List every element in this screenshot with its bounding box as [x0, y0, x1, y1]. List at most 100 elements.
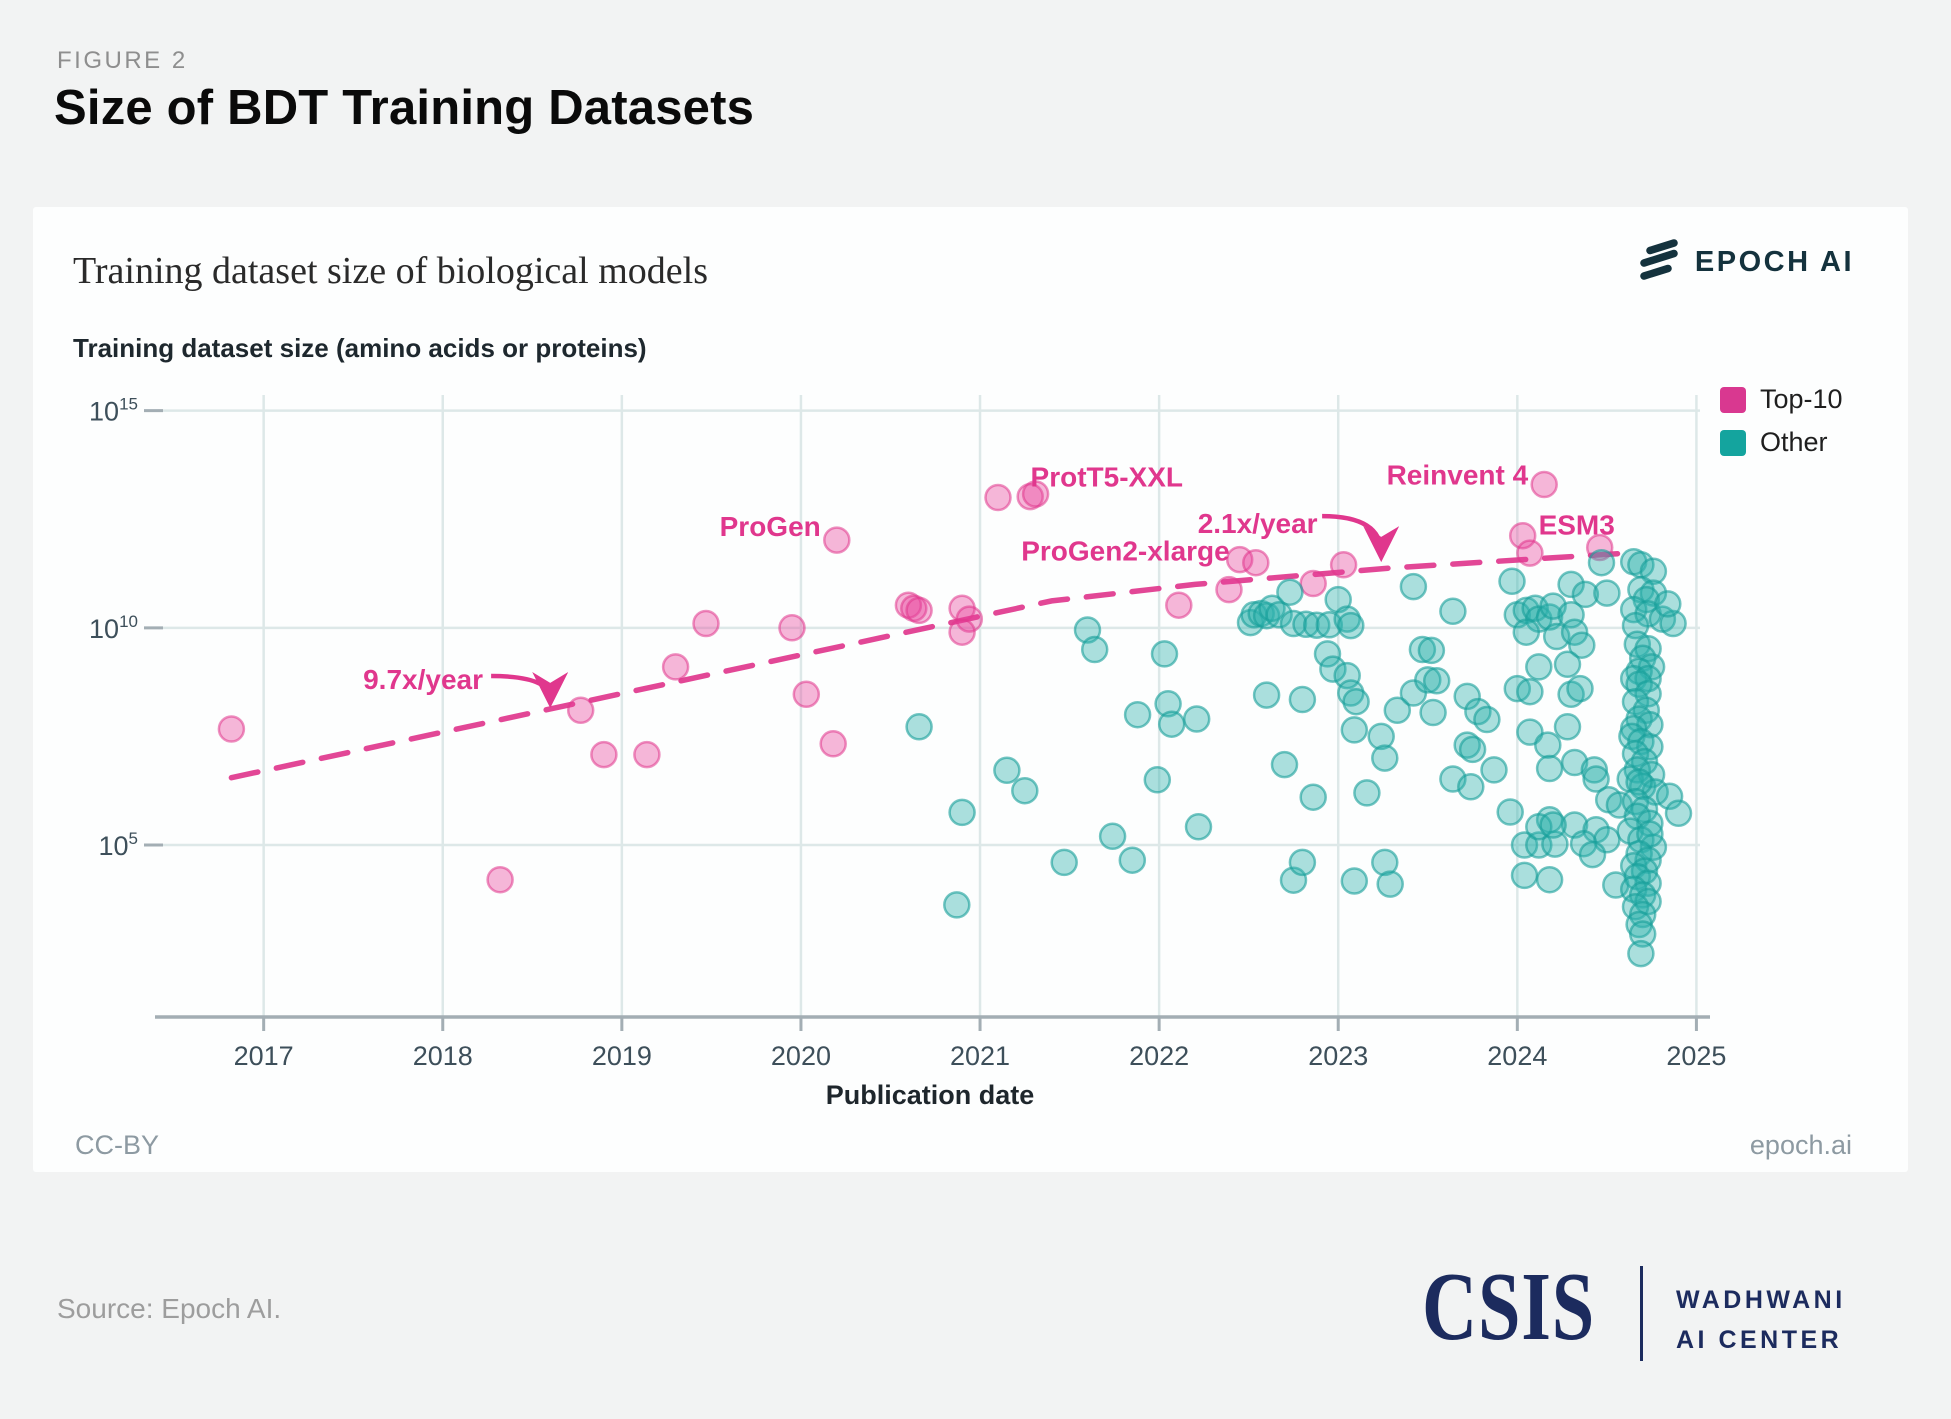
scatter-point-other — [1568, 631, 1596, 659]
scatter-point-top10 — [905, 596, 933, 625]
scatter-point-other — [1593, 579, 1621, 607]
model-label-prott5-xxl: ProtT5-XXL — [1031, 461, 1183, 492]
x-tick-label-2023: 2023 — [1308, 1041, 1368, 1071]
ai-center-line: AI CENTER — [1676, 1326, 1843, 1354]
scatter-point-other — [1123, 700, 1152, 729]
scatter-point-other — [1299, 783, 1327, 811]
scatter-point-other — [905, 713, 933, 741]
scatter-point-other — [1408, 635, 1437, 664]
scatter-point-other — [1157, 710, 1186, 738]
x-tick-label-2017: 2017 — [234, 1041, 294, 1071]
scatter-plot: 2017 2018 2019 2020 2021 2022 2023 2024 2025 1015… — [89, 395, 1726, 1071]
scatter-point-other — [1553, 650, 1582, 679]
scatter-point-top10 — [590, 740, 618, 769]
scatter-point-other — [1557, 570, 1585, 599]
scatter-point-other — [1498, 567, 1526, 596]
scatter-point-other — [1371, 744, 1399, 772]
scatter-point-other — [1011, 776, 1039, 805]
scatter-point-other — [1535, 865, 1564, 894]
scatter-point-top10 — [819, 730, 847, 758]
scatter-point-other — [1535, 754, 1564, 783]
figure-title: Size of BDT Training Datasets — [54, 81, 755, 135]
scatter-point-other — [1265, 601, 1293, 629]
scatter-point-other — [1154, 690, 1182, 718]
scatter-point-other — [1534, 731, 1562, 759]
scatter-point-top10 — [1530, 470, 1558, 499]
legend-swatch-top10 — [1720, 386, 1746, 413]
scatter-point-other — [1342, 687, 1370, 716]
scatter-point-other — [1080, 635, 1109, 664]
epoch-url-text: epoch.ai — [1749, 1130, 1852, 1160]
scatter-point-other — [1655, 782, 1684, 811]
scatter-point-other — [1512, 618, 1541, 646]
x-tick-label-2024: 2024 — [1487, 1041, 1547, 1071]
scatter-point-top10 — [948, 618, 976, 646]
wadhwani-ai-center-logo: WADHWANI AI CENTER — [1676, 1280, 1846, 1360]
scatter-point-top10 — [633, 740, 661, 769]
source-note: Source: Epoch AI. — [57, 1293, 282, 1324]
scatter-point-other — [1050, 848, 1078, 877]
scatter-point-other — [1353, 779, 1381, 807]
scatter-point-other — [1578, 840, 1607, 869]
model-label-reinvent-4: Reinvent 4 — [1387, 459, 1529, 490]
growth-trend-line — [228, 549, 1637, 781]
scatter-point-other — [1553, 713, 1582, 741]
growth-annotation-arrow-0 — [491, 672, 569, 709]
chart-panel: Training dataset size of biological mode… — [33, 207, 1908, 1172]
scatter-point-other — [1319, 655, 1347, 683]
series-other — [905, 548, 1693, 968]
scatter-point-top10 — [778, 614, 806, 642]
scatter-point-other — [1516, 677, 1544, 706]
scatter-point-other — [948, 798, 976, 827]
legend-label-top10: Top-10 — [1760, 384, 1843, 414]
scatter-point-other — [1182, 705, 1211, 733]
scatter-point-other — [1525, 653, 1553, 681]
scatter-point-other — [1627, 939, 1655, 968]
scatter-point-other — [1419, 698, 1447, 727]
wadhwani-line: WADHWANI — [1676, 1286, 1846, 1314]
scatter-point-top10 — [661, 653, 690, 681]
scatter-point-other — [1453, 682, 1481, 711]
scatter-point-other — [1457, 773, 1485, 801]
scatter-point-other — [993, 756, 1021, 785]
legend-item-top10: Top-10 — [1720, 384, 1843, 415]
y-tick-label-1e15: 1015 — [89, 395, 138, 427]
growth-annotation-label-1: 2.1x/year — [1198, 508, 1318, 539]
x-tick-label-2018: 2018 — [413, 1041, 473, 1071]
scatter-point-top10 — [1021, 480, 1050, 508]
csis-logo-divider — [1640, 1266, 1643, 1361]
scatter-point-other — [1371, 848, 1399, 877]
chart-title: Training dataset size of biological mode… — [73, 250, 708, 292]
scatter-point-top10 — [1242, 548, 1270, 577]
license-text: CC-BY — [75, 1130, 160, 1160]
chart-legend: Top-10 Other — [1720, 384, 1843, 458]
scatter-point-other — [1580, 756, 1609, 784]
scatter-point-other — [1628, 920, 1657, 948]
figure-kicker: FIGURE 2 — [57, 47, 188, 74]
y-tick-label-1e5: 105 — [98, 829, 138, 861]
legend-swatch-other — [1720, 429, 1746, 456]
scatter-point-other — [1143, 766, 1172, 794]
epoch-stripes-icon — [1638, 237, 1680, 288]
scatter-point-other — [1276, 578, 1304, 606]
scatter-point-top10 — [792, 680, 821, 709]
x-tick-label-2025: 2025 — [1666, 1041, 1726, 1071]
scatter-point-other — [1571, 580, 1600, 609]
scatter-point-top10 — [1299, 569, 1327, 598]
scatter-point-other — [1458, 735, 1487, 764]
scatter-point-other — [1496, 798, 1524, 826]
scatter-point-other — [1252, 681, 1281, 709]
legend-item-other: Other — [1720, 427, 1843, 458]
y-tick-label-1e10: 1010 — [89, 612, 138, 644]
scatter-point-other — [1150, 640, 1179, 668]
scatter-point-top10 — [955, 605, 984, 633]
scatter-point-other — [1587, 548, 1616, 577]
scatter-point-other — [1313, 640, 1342, 668]
x-axis-title: Publication date — [825, 1080, 1035, 1110]
scatter-point-other — [1399, 572, 1428, 601]
scatter-point-other — [1480, 756, 1508, 784]
scatter-point-other — [1367, 722, 1395, 751]
scatter-point-top10 — [1215, 575, 1243, 604]
scatter-point-other — [943, 891, 971, 919]
series-top-10 — [217, 470, 1614, 894]
